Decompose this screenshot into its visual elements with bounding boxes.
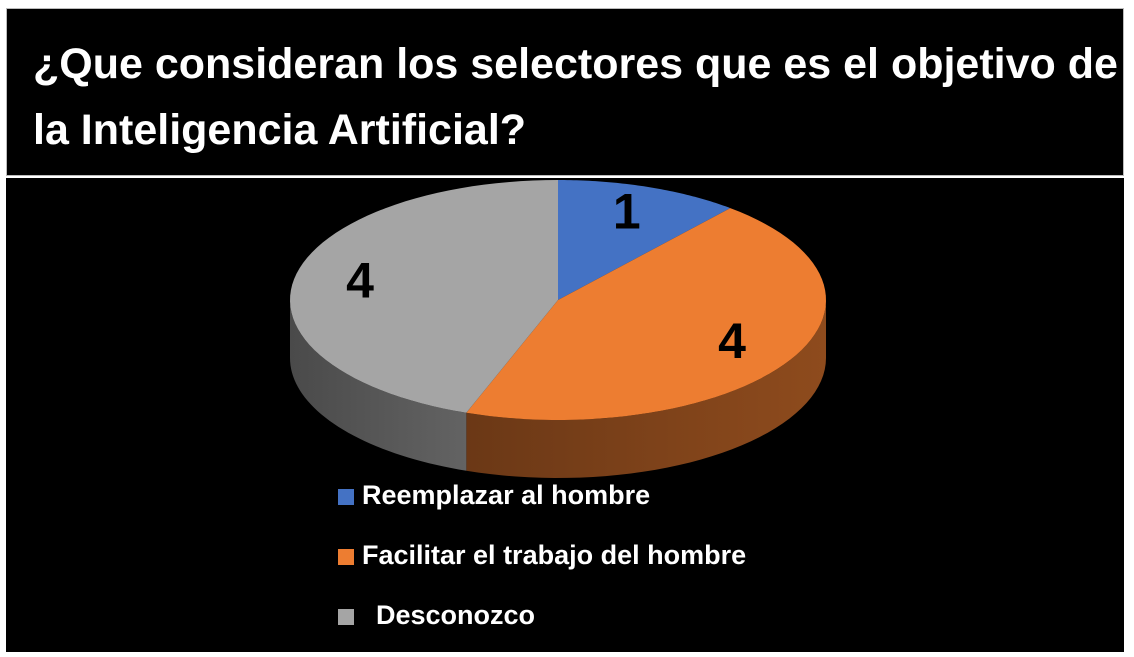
legend-label: Reemplazar al hombre xyxy=(362,480,650,510)
chart-title: ¿Que consideran los selectores que es el… xyxy=(6,8,1124,176)
slice xyxy=(558,180,731,300)
legend-marker xyxy=(338,489,354,505)
data-label: 4 xyxy=(346,253,374,309)
legend-label: Facilitar el trabajo del hombre xyxy=(362,540,746,570)
slice xyxy=(290,180,558,413)
data-label: 4 xyxy=(718,313,746,369)
legend-marker xyxy=(338,609,354,625)
legend-label: Desconozco xyxy=(376,600,535,630)
pie: 1 4 4 xyxy=(290,180,826,478)
legend: Reemplazar al hombre Facilitar el trabajo… xyxy=(338,480,746,630)
legend-marker xyxy=(338,549,354,565)
slice xyxy=(466,208,826,420)
slice-side xyxy=(290,300,467,471)
data-label: 1 xyxy=(613,184,641,240)
slice-side xyxy=(466,300,826,478)
